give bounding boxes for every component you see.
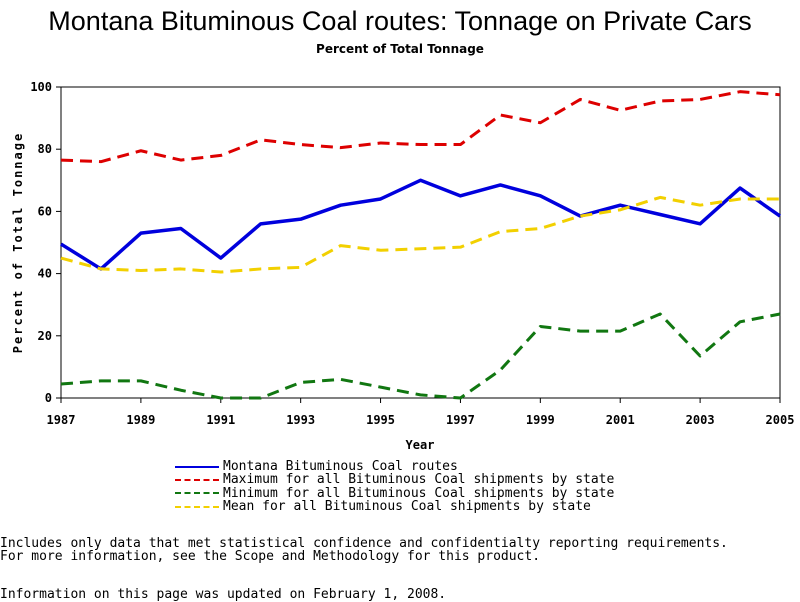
update-note: Information on this page was updated on …	[0, 587, 447, 602]
series-line-1	[60, 178, 782, 271]
x-tick-label: 1987	[47, 413, 76, 427]
x-tick-label: 1997	[446, 413, 475, 427]
x-axis: 1987 1989 1991 1993 1995 1997 1999 2001 2003 2005	[47, 398, 795, 427]
legend-swatch	[175, 492, 219, 495]
x-tick-label: 1999	[526, 413, 555, 427]
y-tick-label: 0	[45, 391, 52, 405]
line-chart: 0 20 40 60 80 100 1987 1989 1991 1993 1995 1997 199…	[11, 80, 795, 452]
x-tick-label: 1991	[206, 413, 235, 427]
x-tick-label: 2003	[686, 413, 715, 427]
x-tick-label: 2001	[606, 413, 635, 427]
series-line-4	[60, 195, 780, 274]
y-tick-label: 20	[38, 329, 52, 343]
series-line-3	[60, 312, 781, 400]
x-tick-label: 2005	[766, 413, 795, 427]
chart-title: Montana Bituminous Coal routes: Tonnage …	[48, 6, 752, 36]
legend-item: Maximum for all Bituminous Coal shipment…	[175, 472, 615, 488]
y-tick-label: 100	[30, 80, 52, 94]
legend-swatch	[175, 465, 219, 468]
legend-swatch	[175, 505, 219, 508]
x-tick-label: 1995	[366, 413, 395, 427]
methodology-note: For more information, see the Scope and …	[0, 549, 541, 564]
series-line-2	[60, 90, 781, 164]
y-axis: 0 20 40 60 80 100	[30, 80, 61, 405]
plot-area-frame	[60, 86, 781, 399]
legend-label: Mean for all Bituminous Coal shipments b…	[223, 499, 591, 515]
series-lines	[60, 90, 782, 400]
x-tick-label: 1989	[126, 413, 155, 427]
x-tick-label: 1993	[286, 413, 315, 427]
chart-subtitle: Percent of Total Tonnage	[316, 42, 484, 56]
legend-swatch	[175, 479, 219, 482]
y-axis-label: Percent of Total Tonnage	[11, 132, 25, 353]
confidence-note: Includes only data that met statistical …	[0, 536, 728, 551]
x-axis-label: Year	[406, 438, 435, 452]
y-tick-label: 40	[38, 267, 52, 281]
legend-item: Minimum for all Bituminous Coal shipment…	[175, 485, 615, 501]
legend-label: Maximum for all Bituminous Coal shipment…	[223, 472, 615, 488]
y-tick-label: 80	[38, 142, 52, 156]
chart-legend: Montana Bituminous Coal routes Maximum fo…	[175, 460, 614, 514]
legend-item: Mean for all Bituminous Coal shipments b…	[175, 499, 614, 515]
legend-label: Montana Bituminous Coal routes	[223, 459, 458, 474]
legend-item: Montana Bituminous Coal routes	[175, 460, 614, 473]
y-tick-label: 60	[38, 204, 52, 218]
legend-label: Minimum for all Bituminous Coal shipment…	[223, 485, 615, 501]
